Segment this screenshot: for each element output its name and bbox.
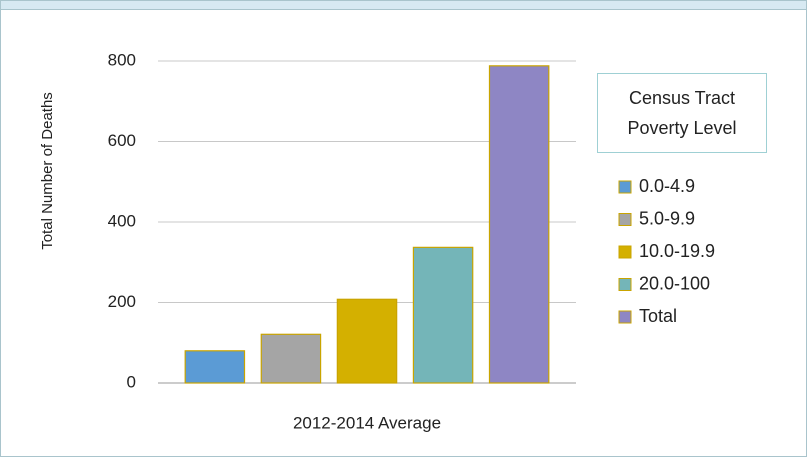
legend-title: Census Tract Poverty Level bbox=[597, 73, 767, 153]
y-tick-label: 800 bbox=[108, 50, 136, 69]
y-axis-label: Total Number of Deaths bbox=[39, 92, 56, 250]
legend-label: 0.0-4.9 bbox=[639, 176, 695, 196]
y-tick-label: 0 bbox=[127, 372, 136, 391]
legend-label: 5.0-9.9 bbox=[639, 208, 695, 228]
legend-swatch bbox=[618, 310, 632, 324]
legend-label: Total bbox=[639, 306, 677, 326]
bar bbox=[260, 333, 322, 384]
legend-swatch bbox=[618, 213, 632, 226]
y-tick-label: 600 bbox=[108, 131, 136, 150]
y-tick-label: 400 bbox=[108, 211, 136, 230]
legend-label: 10.0-19.9 bbox=[639, 241, 715, 261]
y-tick-label: 200 bbox=[108, 292, 136, 311]
bar bbox=[412, 246, 474, 384]
legend-swatch bbox=[618, 278, 632, 291]
legend-swatch bbox=[618, 180, 632, 194]
legend-label: 20.0-100 bbox=[639, 273, 710, 293]
bar bbox=[184, 350, 246, 384]
bar bbox=[488, 65, 550, 384]
x-tick-label: 2012-2014 Average bbox=[293, 413, 441, 432]
legend-swatch bbox=[618, 245, 632, 259]
bar bbox=[336, 298, 398, 384]
top-band bbox=[1, 1, 806, 10]
